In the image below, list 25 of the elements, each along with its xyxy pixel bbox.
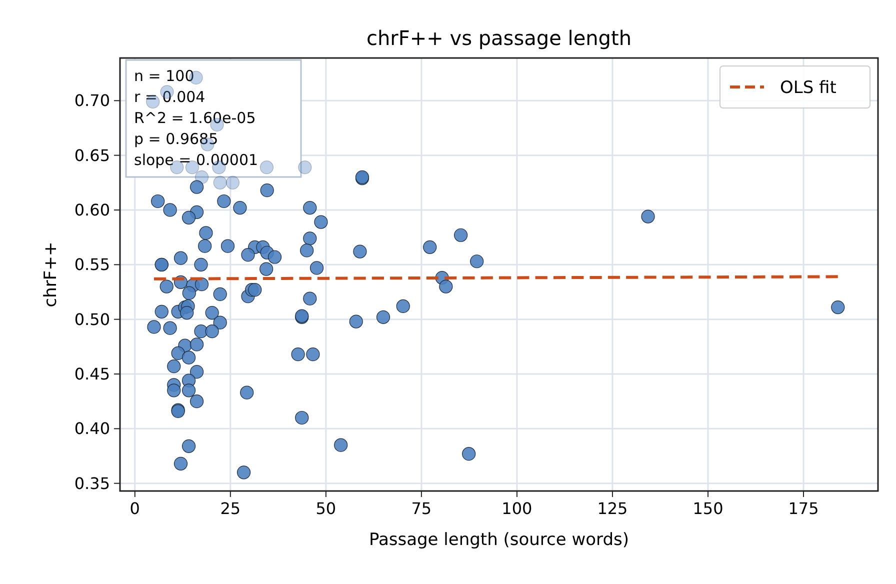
x-tick-label: 175 (788, 499, 819, 518)
x-tick-label: 75 (411, 499, 432, 518)
x-axis-title: Passage length (source words) (368, 530, 630, 550)
y-tick-label: 0.45 (74, 364, 110, 384)
y-tick-label: 0.70 (74, 91, 110, 110)
legend-label: OLS fit (780, 78, 837, 98)
x-tick-label: 0 (130, 499, 140, 518)
x-tick-label: 50 (316, 499, 336, 518)
annotation: p = 0.9685 (134, 130, 218, 148)
y-axis-title: chrF++ (41, 242, 61, 308)
y-tick-label: 0.50 (74, 310, 110, 329)
annotation: r = 0.004 (134, 88, 206, 106)
annotation: n = 100 (134, 67, 194, 85)
y-tick-label: 0.40 (74, 419, 110, 438)
annotation: slope = 0.00001 (134, 151, 258, 169)
x-tick-label: 125 (597, 499, 628, 518)
chart-title: chrF++ vs passage length (366, 26, 632, 50)
y-tick-label: 0.65 (74, 146, 110, 165)
y-tick-label: 0.55 (74, 255, 110, 274)
annotation: R^2 = 1.60e-05 (134, 109, 256, 127)
y-tick-label: 0.60 (74, 200, 110, 220)
x-tick-label: 100 (502, 499, 532, 518)
x-tick-label: 25 (220, 499, 241, 518)
y-tick-label: 0.35 (74, 474, 110, 493)
x-tick-label: 150 (692, 499, 724, 518)
